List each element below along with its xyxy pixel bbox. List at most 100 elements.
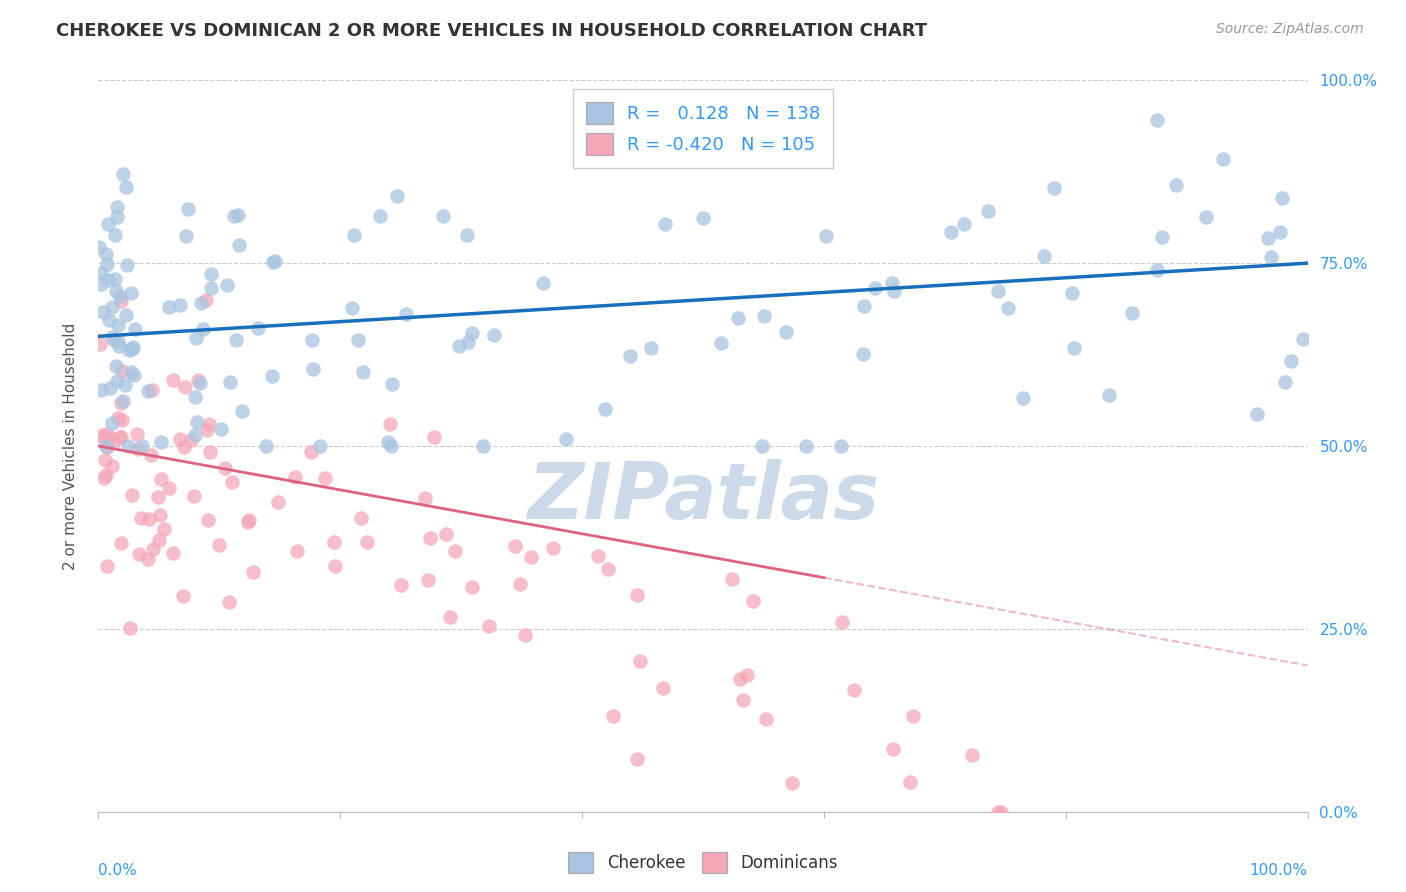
Point — [238, 513, 260, 527]
Point — [794, 439, 817, 453]
Point — [172, 590, 194, 604]
Point — [110, 396, 132, 410]
Legend: Cherokee, Dominicans: Cherokee, Dominicans — [561, 846, 845, 880]
Point — [246, 320, 269, 334]
Point — [242, 565, 264, 579]
Point — [179, 433, 201, 447]
Point — [901, 708, 924, 723]
Point — [439, 610, 461, 624]
Point — [101, 435, 124, 450]
Point — [737, 668, 759, 682]
Point — [97, 313, 120, 327]
Point — [418, 574, 440, 588]
Point — [323, 534, 346, 549]
Point — [127, 442, 149, 456]
Point — [108, 339, 131, 353]
Point — [619, 349, 641, 363]
Point — [831, 615, 853, 629]
Point — [221, 475, 243, 490]
Point — [118, 621, 141, 635]
Point — [1292, 332, 1315, 346]
Point — [301, 334, 323, 348]
Point — [131, 439, 153, 453]
Point — [263, 254, 285, 268]
Point — [148, 533, 170, 548]
Point — [267, 494, 290, 508]
Point — [174, 229, 197, 244]
Point — [103, 333, 125, 347]
Point — [159, 481, 181, 495]
Point — [478, 619, 501, 633]
Point — [173, 441, 195, 455]
Point — [162, 546, 184, 560]
Point — [93, 471, 115, 485]
Point — [1260, 250, 1282, 264]
Point — [200, 281, 222, 295]
Point — [593, 401, 616, 416]
Point — [200, 268, 222, 282]
Point — [169, 432, 191, 446]
Point — [756, 108, 779, 122]
Point — [111, 167, 134, 181]
Point — [96, 441, 118, 455]
Point — [136, 551, 159, 566]
Point — [90, 266, 112, 280]
Point — [284, 469, 307, 483]
Point — [184, 331, 207, 345]
Point — [728, 672, 751, 686]
Point — [174, 380, 197, 394]
Point — [96, 257, 118, 271]
Point — [314, 471, 336, 485]
Point — [852, 299, 875, 313]
Point — [815, 229, 838, 244]
Point — [197, 513, 219, 527]
Point — [121, 342, 143, 356]
Point — [225, 333, 247, 347]
Point — [153, 522, 176, 536]
Point — [515, 628, 537, 642]
Point — [186, 415, 208, 429]
Point — [555, 433, 578, 447]
Point — [1195, 211, 1218, 225]
Point — [1121, 306, 1143, 320]
Point — [194, 293, 217, 307]
Point — [882, 742, 904, 756]
Point — [90, 277, 112, 291]
Point — [93, 430, 115, 444]
Point — [780, 776, 803, 790]
Point — [141, 384, 163, 398]
Point — [107, 411, 129, 425]
Point — [343, 228, 366, 243]
Point — [146, 490, 169, 504]
Point — [898, 775, 921, 789]
Point — [352, 365, 374, 379]
Point — [141, 541, 163, 556]
Point — [190, 296, 212, 310]
Point — [107, 200, 129, 214]
Point — [195, 424, 218, 438]
Point — [107, 334, 129, 349]
Point — [449, 339, 471, 353]
Point — [381, 376, 404, 391]
Point — [121, 488, 143, 502]
Point — [733, 693, 755, 707]
Point — [97, 273, 120, 287]
Point — [976, 204, 998, 219]
Point — [520, 550, 543, 565]
Point — [120, 365, 142, 379]
Point — [110, 293, 132, 308]
Point — [157, 300, 180, 314]
Point — [122, 340, 145, 354]
Point — [939, 225, 962, 239]
Point — [1063, 341, 1085, 355]
Point — [484, 328, 506, 343]
Point — [114, 378, 136, 392]
Point — [880, 276, 903, 290]
Point — [104, 227, 127, 242]
Point — [443, 544, 465, 558]
Point — [710, 335, 733, 350]
Point — [183, 489, 205, 503]
Point — [1097, 388, 1119, 402]
Point — [97, 217, 120, 231]
Text: 0.0%: 0.0% — [98, 863, 138, 878]
